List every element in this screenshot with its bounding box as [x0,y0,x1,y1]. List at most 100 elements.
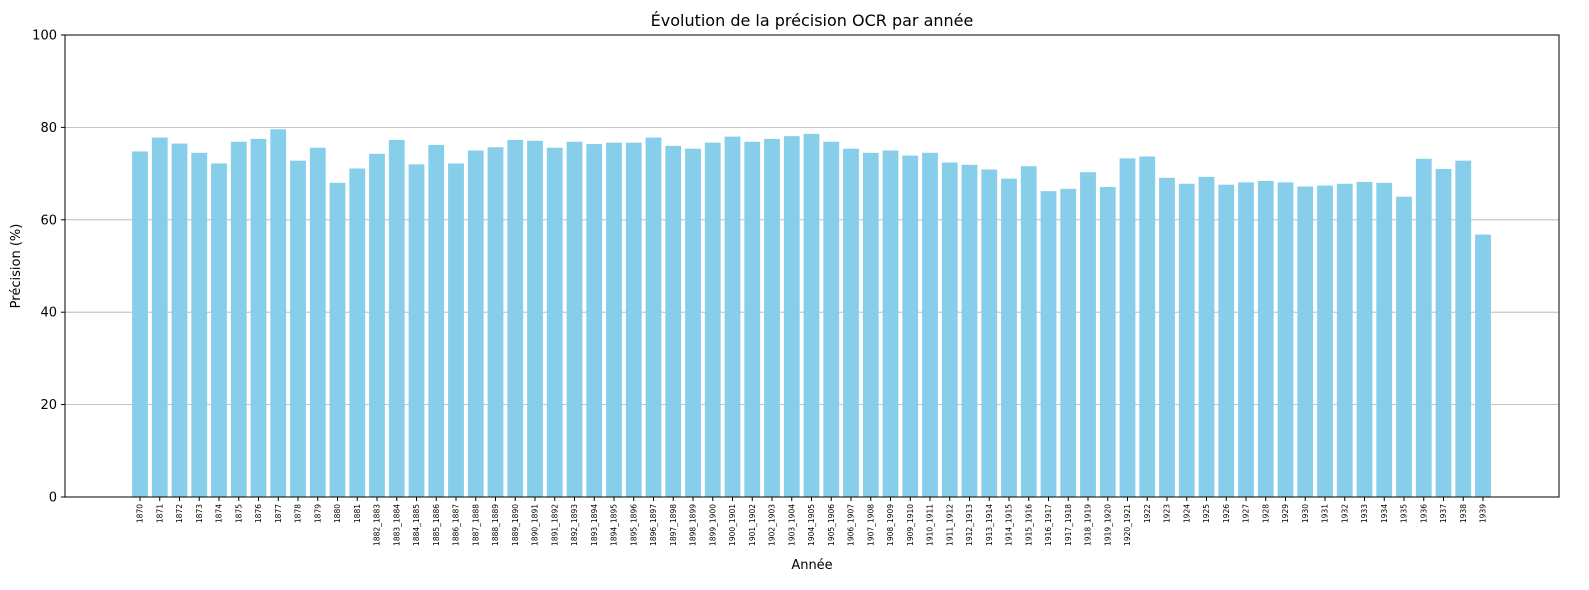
bar-1939 [1475,234,1491,498]
x-tick-label: 1928 [1261,504,1270,523]
bar-1900_1901 [724,136,741,497]
x-tick-label: 1875 [234,504,243,523]
x-tick-label: 1892_1893 [570,504,579,546]
x-tick-label: 1925 [1202,504,1211,523]
x-tick-label: 1935 [1400,504,1409,523]
x-tick-label: 1914_1915 [1005,504,1014,546]
bar-1928 [1257,180,1274,497]
bar-1873 [191,152,208,497]
bar-1884_1885 [408,164,425,498]
bar-1874 [211,163,227,497]
x-tick-label: 1882_1883 [373,504,382,546]
bar-1910_1911 [922,152,938,497]
x-tick-label: 1883_1884 [392,504,401,546]
bar-1892_1893 [566,141,583,498]
x-tick-label: 1886_1887 [452,504,461,546]
bar-1929 [1277,182,1294,498]
x-tick-label: 1926 [1222,504,1231,523]
bar-1924 [1178,183,1195,497]
bar-1898_1899 [685,148,701,498]
bar-1914_1915 [1001,178,1017,497]
bar-1907_1908 [862,152,879,497]
bar-1888_1889 [487,147,504,498]
bar-1919_1920 [1099,186,1116,498]
x-tick-label: 1905_1906 [827,504,836,546]
x-tick-label: 1874 [215,504,224,523]
bar-1876 [250,138,267,497]
bar-1913_1914 [981,169,998,497]
bar-1895_1896 [625,142,642,497]
x-tick-label: 1872 [175,504,184,523]
y-tick-label: 40 [40,306,57,321]
bar-1890_1891 [527,140,543,497]
bar-1903_1904 [783,136,800,498]
bar-1894_1895 [606,142,622,497]
x-tick-label: 1912_1913 [965,504,974,546]
x-tick-label: 1894_1895 [610,504,619,546]
x-tick-label: 1924 [1182,504,1191,523]
bar-1927 [1238,182,1254,498]
x-tick-label: 1901_1902 [748,504,757,546]
x-tick-label: 1923 [1163,504,1172,523]
bar-1885_1886 [428,144,445,497]
bar-1886_1887 [448,163,464,497]
bar-1902_1903 [764,138,780,497]
x-tick-label: 1938 [1459,504,1468,523]
bar-1908_1909 [882,150,899,497]
x-tick-label: 1877 [274,504,283,523]
x-tick-label: 1896_1897 [649,504,658,546]
bar-1933 [1356,181,1373,497]
x-tick-label: 1898_1899 [689,504,698,546]
bar-1896_1897 [645,137,662,497]
bars [132,129,1491,498]
bar-1901_1902 [744,141,761,498]
bar-1915_1916 [1020,166,1037,497]
bar-1916_1917 [1040,191,1057,497]
x-tick-label: 1915_1916 [1024,504,1033,546]
bar-1932 [1336,183,1353,497]
y-axis-label: Précision (%) [9,224,24,309]
x-tick-label: 1933 [1360,504,1369,523]
bar-1887_1888 [467,150,484,497]
x-tick-label: 1908_1909 [886,504,895,546]
y-axis-ticks: 0 20 40 60 80 100 [32,29,65,506]
x-tick-label: 1910_1911 [926,504,935,546]
bar-1923 [1159,177,1175,497]
x-tick-label: 1903_1904 [787,504,796,546]
bar-1937 [1435,168,1452,498]
x-axis-label: Année [791,558,832,573]
bar-1878 [290,160,306,497]
y-tick-label: 20 [40,398,57,413]
x-tick-label: 1900_1901 [728,504,737,546]
bar-1893_1894 [586,144,603,498]
x-axis-ticks: 1870 1871 1872 1873 1874 1875 1876 1877 1878 1879… [136,497,1488,546]
x-tick-label: 1918_1919 [1084,504,1093,546]
bar-1920_1921 [1119,158,1136,497]
x-tick-label: 1899_1900 [708,504,717,546]
x-tick-label: 1909_1910 [906,504,915,546]
x-tick-label: 1913_1914 [985,504,994,546]
bar-1936 [1415,158,1432,498]
bar-1922 [1139,156,1156,498]
y-tick-label: 100 [32,29,57,44]
x-tick-label: 1917_1918 [1064,504,1073,546]
x-tick-label: 1890_1891 [531,504,540,546]
bar-1870 [132,151,148,497]
bar-1881 [349,168,366,497]
bar-1883_1884 [388,139,405,497]
x-tick-label: 1934 [1380,504,1389,523]
bar-1934 [1376,182,1393,497]
x-tick-label: 1878 [294,504,303,523]
x-tick-label: 1893_1894 [590,504,599,546]
x-tick-label: 1922 [1143,504,1152,523]
x-tick-label: 1919_1920 [1103,504,1112,546]
x-tick-label: 1888_1889 [491,504,500,546]
x-tick-label: 1932 [1340,504,1349,523]
bar-1930 [1297,186,1314,497]
x-tick-label: 1897_1898 [669,504,678,546]
x-tick-label: 1931 [1321,504,1330,523]
chart-title: Évolution de la précision OCR par année [651,11,974,30]
bar-1889_1890 [507,139,524,497]
x-tick-label: 1891_1892 [550,504,559,546]
